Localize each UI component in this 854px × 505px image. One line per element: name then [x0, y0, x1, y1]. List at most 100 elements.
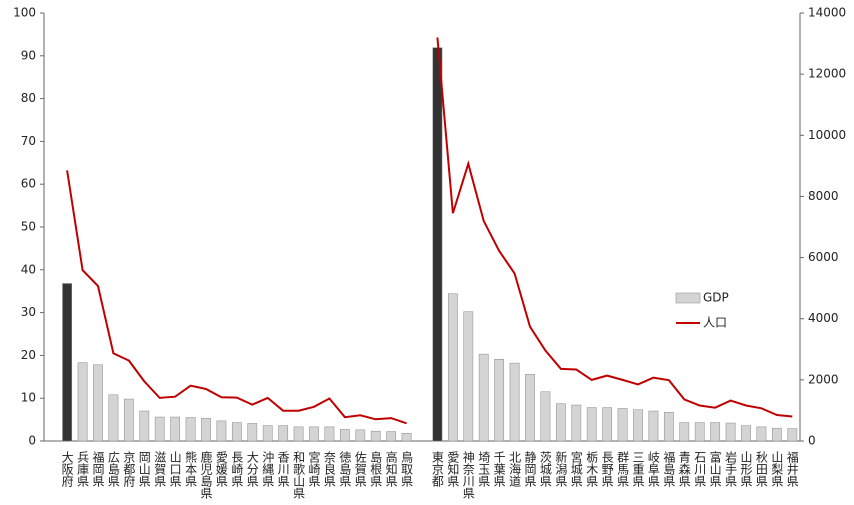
y-tick-label: 100 — [13, 6, 36, 20]
bar — [787, 428, 798, 442]
x-tick-label: 滋賀県 — [153, 451, 167, 487]
bar — [370, 430, 381, 442]
x-tick-label: 茨城県 — [538, 451, 552, 487]
y-tick-label: 60 — [21, 177, 36, 191]
y-tick-label: 0 — [28, 434, 36, 448]
x-tick-label: 宮城県 — [569, 450, 583, 487]
bar — [309, 426, 319, 442]
bar — [555, 403, 566, 442]
x-tick-label: 香川県 — [276, 451, 290, 487]
x-tick-label: 東京都 — [430, 451, 444, 487]
y-tick-label: 80 — [21, 91, 36, 105]
x-tick-label: 静岡県 — [523, 451, 537, 487]
y2-tick-label: 14000 — [808, 6, 846, 20]
x-tick-label: 熊本県 — [184, 450, 198, 487]
x-tick-label: 島根県 — [369, 450, 383, 487]
bar — [401, 433, 412, 442]
x-tick-label: 高知県 — [384, 450, 398, 487]
x-tick-label: 大阪府 — [60, 451, 74, 487]
x-tick-label: 神奈川県 — [461, 451, 475, 499]
bar — [77, 362, 88, 442]
bar — [123, 398, 134, 442]
y-tick-label: 40 — [21, 262, 36, 276]
bar — [293, 426, 304, 442]
bar — [679, 422, 690, 442]
x-tick-label: 栃木県 — [585, 451, 599, 487]
bar — [93, 364, 103, 442]
legend-swatch — [675, 292, 701, 304]
bar — [710, 422, 721, 442]
y-tick-label: 90 — [21, 48, 36, 62]
x-tick-label: 福井県 — [785, 450, 799, 487]
bar — [262, 425, 273, 442]
y-tick-label: 30 — [21, 305, 36, 319]
bar — [586, 407, 597, 442]
bar — [540, 391, 551, 442]
x-tick-label: 福島県 — [662, 450, 676, 487]
x-tick-label: 山梨県 — [770, 451, 784, 487]
y2-tick-label: 4000 — [808, 311, 839, 325]
x-tick-label: 沖縄県 — [261, 451, 275, 487]
x-tick-label: 山口県 — [168, 451, 182, 487]
bar — [139, 410, 150, 442]
x-tick-label: 広島県 — [106, 451, 120, 487]
bar — [170, 416, 181, 442]
bar — [633, 409, 643, 442]
x-tick-label: 兵庫県 — [76, 451, 90, 487]
bar — [571, 404, 582, 442]
x-tick-label: 岩手県 — [724, 450, 738, 487]
x-tick-label: 徳島県 — [338, 450, 352, 487]
x-tick-label: 福岡県 — [91, 450, 105, 487]
bar — [478, 353, 489, 442]
legend-label: GDP — [703, 291, 729, 305]
x-tick-label: 埼玉県 — [477, 451, 491, 487]
x-tick-label: 山形県 — [739, 451, 753, 487]
x-tick-label: 大分県 — [245, 451, 259, 487]
x-tick-label: 愛媛県 — [214, 451, 228, 487]
bar — [741, 425, 751, 442]
y-tick-label: 20 — [21, 348, 36, 362]
x-tick-label: 鳥取県 — [400, 450, 414, 487]
line — [66, 37, 793, 425]
x-tick-label: 和歌山県 — [292, 451, 306, 499]
legend-label: 人口 — [703, 316, 727, 330]
x-tick-label: 京都府 — [122, 451, 136, 487]
bar — [648, 410, 659, 442]
bar — [756, 426, 767, 442]
bar — [185, 417, 196, 442]
bar — [694, 422, 705, 442]
x-tick-label: 長崎県 — [230, 451, 244, 487]
y2-tick-label: 2000 — [808, 372, 839, 386]
y2-tick-label: 0 — [808, 434, 816, 448]
x-tick-label: 秋田県 — [754, 451, 768, 487]
bar — [617, 408, 628, 442]
bar — [432, 47, 443, 442]
x-tick-label: 北海道 — [508, 451, 522, 487]
bar — [663, 412, 674, 442]
x-tick-label: 群馬県 — [616, 451, 630, 487]
bar — [247, 423, 258, 442]
bar — [509, 362, 520, 442]
bar — [216, 420, 227, 442]
x-tick-label: 新潟県 — [554, 450, 568, 487]
x-tick-label: 千葉県 — [492, 451, 506, 487]
bar — [447, 293, 458, 442]
x-tick-label: 岐阜県 — [646, 451, 660, 487]
bar — [278, 425, 289, 442]
bar — [463, 311, 474, 442]
y-tick-label: 70 — [21, 134, 36, 148]
y-tick-label: 10 — [21, 391, 36, 405]
bar — [494, 359, 505, 442]
bar — [525, 373, 535, 442]
x-tick-label: 宮崎県 — [307, 450, 321, 487]
x-tick-label: 石川県 — [693, 451, 707, 487]
bar — [201, 418, 211, 442]
bar — [231, 422, 242, 442]
bar — [602, 407, 613, 442]
bar — [771, 427, 782, 442]
y2-tick-label: 8000 — [808, 189, 839, 203]
x-tick-label: 鹿児島県 — [199, 450, 213, 499]
bar — [108, 394, 119, 442]
bar — [62, 283, 73, 442]
